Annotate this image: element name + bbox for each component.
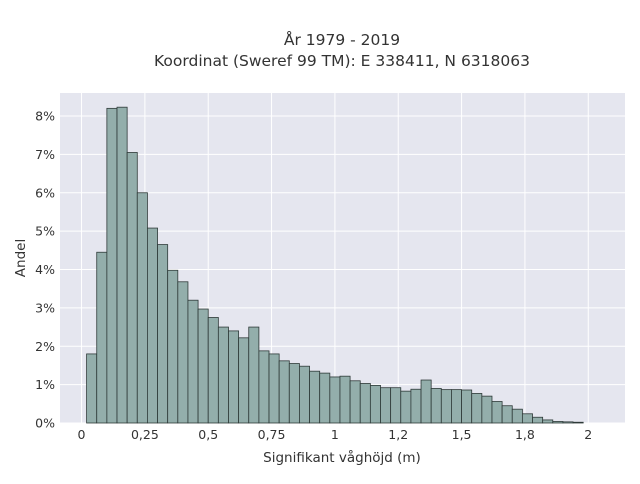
histogram-bar xyxy=(532,416,544,424)
histogram-bar xyxy=(126,152,138,424)
histogram-bar xyxy=(197,308,209,424)
histogram-bar xyxy=(86,353,98,424)
histogram-bar xyxy=(501,405,513,424)
histogram-bar xyxy=(299,365,310,424)
histogram-bar xyxy=(278,360,290,424)
y-tick-label: 6% xyxy=(35,185,55,200)
histogram-bar xyxy=(157,244,169,424)
histogram-bar xyxy=(542,419,554,424)
histogram-bar xyxy=(572,421,584,424)
histogram-bar xyxy=(562,421,574,424)
histogram-bar xyxy=(177,281,189,424)
histogram-bar xyxy=(136,192,148,424)
histogram-bar xyxy=(207,317,219,424)
histogram-bar xyxy=(440,389,452,424)
x-tick-label: 1,5 xyxy=(452,427,472,442)
y-tick-label: 3% xyxy=(35,300,55,315)
histogram-bar xyxy=(187,299,199,424)
y-axis-label: Andel xyxy=(13,239,29,277)
histogram-bar xyxy=(400,390,412,424)
histogram-bar xyxy=(430,388,442,424)
histogram-bar xyxy=(521,413,533,424)
y-tick-label: 8% xyxy=(35,109,55,124)
histogram-bar xyxy=(268,353,280,424)
histogram-bar xyxy=(116,106,128,424)
x-tick-label: 1,8 xyxy=(515,427,535,442)
x-tick-label: 0,75 xyxy=(258,427,286,442)
x-tick-label: 2 xyxy=(584,427,592,442)
y-axis-ticks: 0% 1% 2% 3% 4% 5% 6% 7% 8% xyxy=(35,109,55,431)
histogram-bar xyxy=(228,330,240,424)
histogram-bar xyxy=(349,380,361,424)
histogram-bar xyxy=(248,326,260,424)
histogram-bar xyxy=(106,107,118,424)
x-tick-label: 0 xyxy=(78,427,86,442)
x-axis-ticks: 0 0,25 0,5 0,75 1 1,2 1,5 1,8 2 xyxy=(78,427,593,442)
histogram-bars xyxy=(86,106,584,424)
chart-title-line2: Koordinat (Sweref 99 TM): E 338411, N 63… xyxy=(154,52,530,70)
histogram-bar xyxy=(369,384,381,424)
histogram-bar xyxy=(471,393,483,424)
x-tick-label: 1,2 xyxy=(388,427,408,442)
histogram-bar xyxy=(288,363,300,424)
x-axis-label: Signifikant våghöjd (m) xyxy=(263,449,421,466)
histogram-bar xyxy=(96,251,108,424)
histogram-bar xyxy=(491,401,503,424)
x-tick-label: 0,5 xyxy=(198,427,218,442)
histogram-bar xyxy=(380,387,392,424)
histogram-bar xyxy=(390,387,402,424)
y-tick-label: 7% xyxy=(35,147,55,162)
histogram-bar xyxy=(481,395,493,424)
histogram-bar xyxy=(329,376,341,424)
y-tick-label: 4% xyxy=(35,262,55,277)
y-tick-label: 1% xyxy=(35,377,55,392)
histogram-bar xyxy=(319,372,331,424)
histogram-bar xyxy=(410,388,422,424)
chart-title-line1: År 1979 - 2019 xyxy=(284,30,400,49)
histogram-bar xyxy=(359,383,371,424)
y-tick-label: 2% xyxy=(35,339,55,354)
y-tick-label: 0% xyxy=(35,416,55,431)
histogram-bar xyxy=(167,269,179,424)
histogram-bar xyxy=(147,227,158,424)
histogram-bar xyxy=(309,370,321,424)
x-tick-label: 1 xyxy=(331,427,339,442)
histogram-bar xyxy=(420,379,432,424)
histogram-bar xyxy=(217,326,229,424)
y-tick-label: 5% xyxy=(35,224,55,239)
histogram-bar xyxy=(461,389,473,424)
histogram-bar xyxy=(339,375,351,424)
histogram-bar xyxy=(511,408,523,424)
x-tick-label: 0,25 xyxy=(131,427,159,442)
histogram-bar xyxy=(552,421,564,424)
histogram-bar xyxy=(238,337,250,424)
histogram-bar xyxy=(451,389,462,424)
histogram-bar xyxy=(258,350,270,424)
